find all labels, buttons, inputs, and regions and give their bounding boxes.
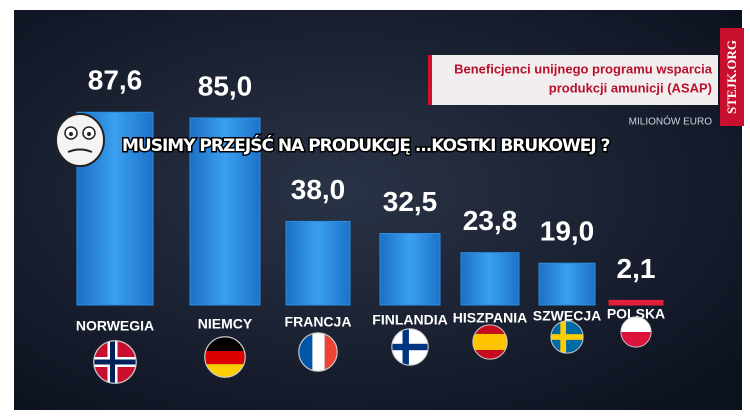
bar bbox=[460, 252, 520, 306]
bar bbox=[608, 299, 664, 306]
flag-rim bbox=[298, 332, 338, 372]
flag-part bbox=[560, 320, 567, 354]
flag-part bbox=[402, 328, 409, 366]
value-label: 85,0 bbox=[198, 70, 253, 101]
flag bbox=[298, 332, 338, 372]
value-label: 32,5 bbox=[383, 186, 438, 217]
category-label: HISZPANIA bbox=[453, 310, 527, 326]
value-label: 19,0 bbox=[540, 216, 595, 247]
flag-part bbox=[312, 332, 325, 372]
bar bbox=[285, 220, 351, 306]
flag-body bbox=[472, 324, 508, 360]
flag-rim bbox=[620, 316, 652, 348]
category-label: POLSKA bbox=[607, 306, 665, 322]
value-label: 2,1 bbox=[617, 253, 656, 284]
flag-part bbox=[391, 343, 429, 351]
watermark-box bbox=[720, 28, 744, 126]
flag-part bbox=[472, 333, 508, 351]
chart-title: produkcji amunicji (ASAP) bbox=[549, 80, 712, 95]
flag bbox=[472, 324, 508, 360]
value-label: 38,0 bbox=[291, 174, 346, 205]
bar bbox=[538, 262, 596, 306]
category-label: FINLANDIA bbox=[372, 312, 447, 328]
watermark: STEJK.ORG bbox=[724, 40, 739, 114]
flag-part bbox=[298, 332, 313, 372]
value-label: 23,8 bbox=[463, 205, 518, 236]
flag-part bbox=[472, 324, 508, 334]
category-label: FRANCJA bbox=[285, 314, 352, 330]
flag-part bbox=[110, 340, 115, 384]
flag bbox=[93, 340, 137, 384]
flag-body bbox=[391, 328, 429, 366]
flag-rim bbox=[472, 324, 508, 360]
title-box bbox=[428, 55, 718, 105]
bars: 87,6 NORWEGIA 85,0 NIEMCY 38,0 FRANCJA 32,5 FIN… bbox=[76, 65, 665, 384]
category-label: NORWEGIA bbox=[76, 318, 154, 334]
flag bbox=[620, 316, 652, 348]
flag-part bbox=[620, 332, 652, 348]
category-label: NIEMCY bbox=[198, 316, 253, 332]
flag-part bbox=[472, 350, 508, 360]
chart-title: Beneficjenci unijnego programu wsparcia bbox=[454, 61, 713, 76]
meme-face bbox=[55, 113, 105, 167]
flag-body bbox=[620, 316, 652, 348]
flag bbox=[550, 320, 584, 354]
title-accent bbox=[428, 55, 432, 105]
unit-label: MILIONÓW EURO bbox=[629, 115, 713, 128]
flag-part bbox=[620, 316, 652, 332]
flag bbox=[204, 336, 246, 378]
flag bbox=[391, 328, 429, 366]
flag-rim bbox=[93, 340, 137, 384]
flag-rim bbox=[550, 320, 584, 354]
flag-part bbox=[204, 336, 246, 352]
bar bbox=[379, 233, 441, 306]
flag-rim bbox=[391, 328, 429, 366]
bar bbox=[189, 117, 261, 306]
category-label: SZWECJA bbox=[533, 308, 601, 324]
flag-body bbox=[550, 320, 584, 354]
flag-rim bbox=[204, 336, 246, 378]
flag-part bbox=[204, 351, 246, 365]
flag-body bbox=[93, 340, 137, 384]
value-label: 87,6 bbox=[88, 65, 143, 96]
caption: MUSIMY PRZEJŚĆ NA PRODUKCJĘ ...KOSTKI BR… bbox=[122, 134, 610, 156]
flag-part bbox=[550, 334, 584, 340]
